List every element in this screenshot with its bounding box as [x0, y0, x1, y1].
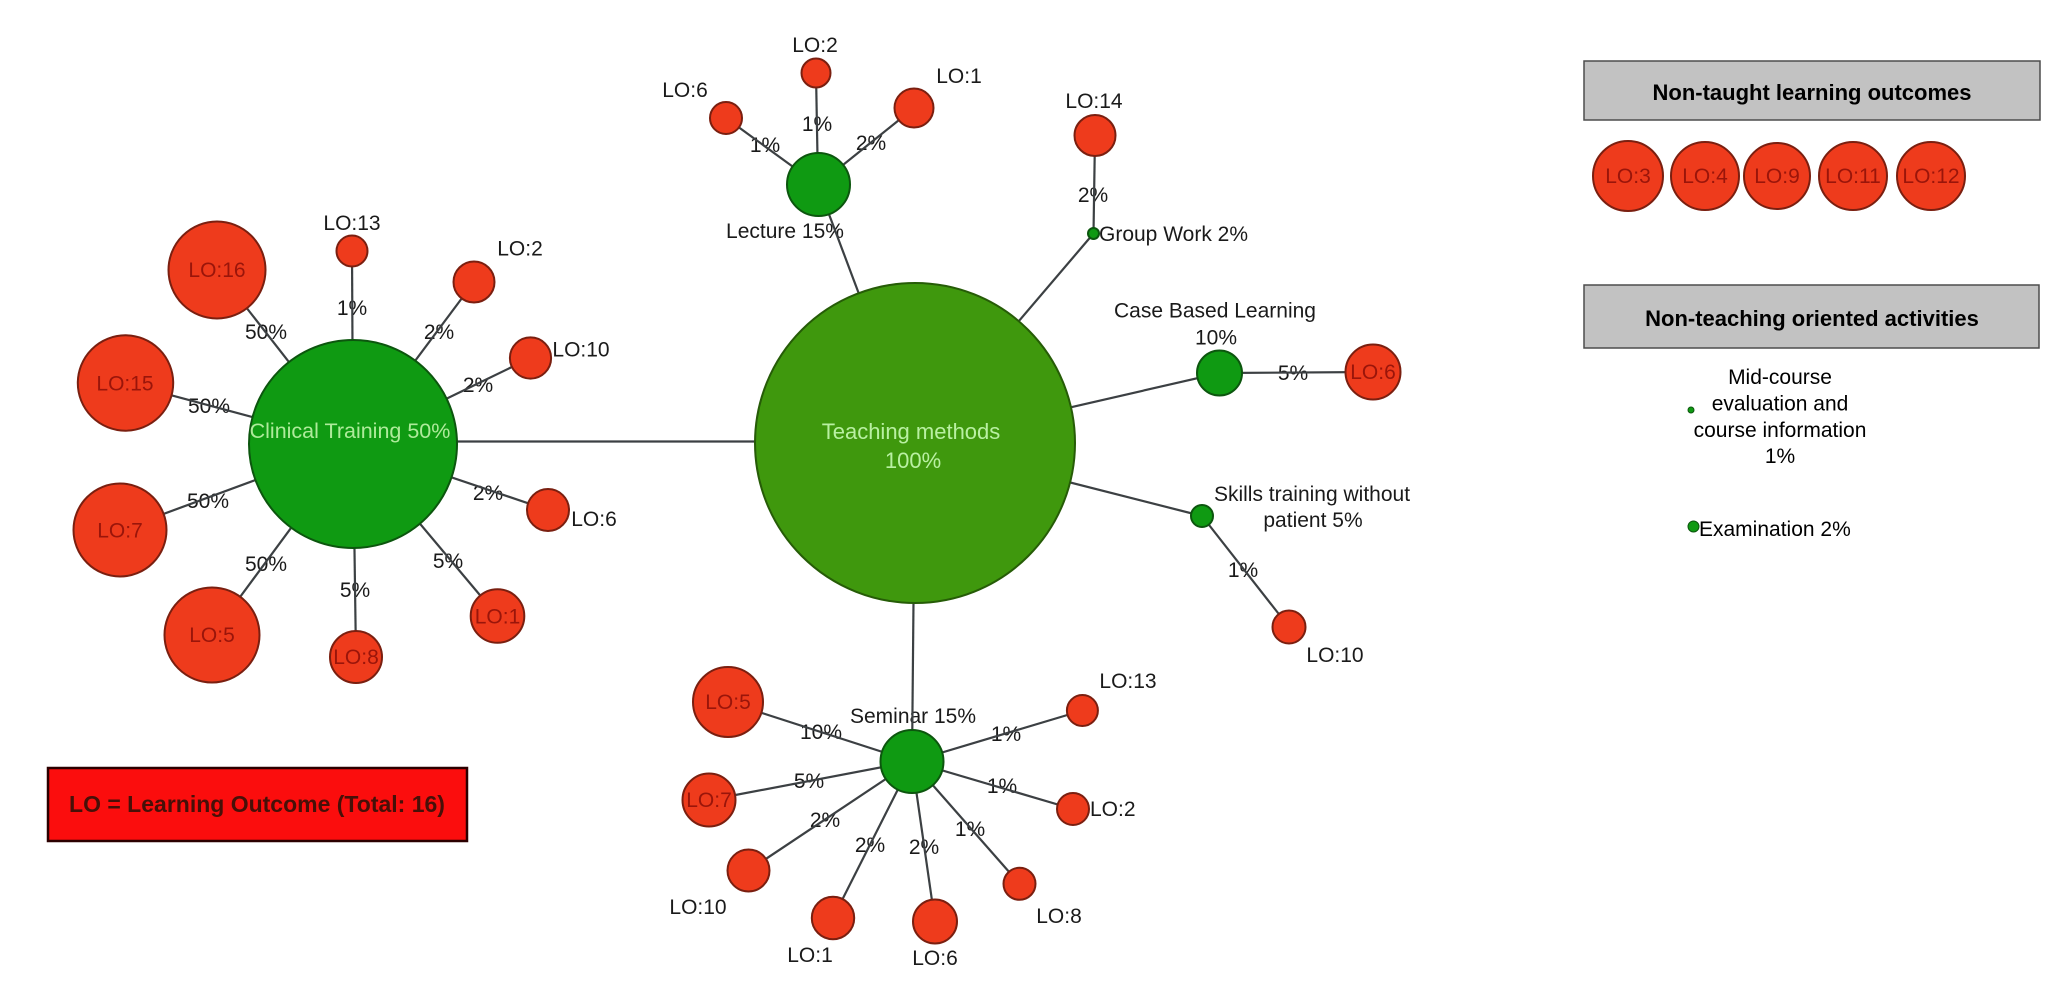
- svg-text:LO:9: LO:9: [1754, 165, 1800, 188]
- svg-text:LO:3: LO:3: [1605, 165, 1651, 188]
- svg-text:evaluation and: evaluation and: [1712, 393, 1849, 416]
- svg-text:50%: 50%: [245, 553, 287, 576]
- svg-text:1%: 1%: [1765, 445, 1795, 468]
- svg-text:Teaching methods: Teaching methods: [822, 419, 1001, 444]
- svg-text:Lecture 15%: Lecture 15%: [726, 220, 844, 243]
- svg-text:LO:10: LO:10: [552, 339, 609, 362]
- svg-text:LO:8: LO:8: [333, 646, 379, 669]
- svg-text:2%: 2%: [424, 321, 454, 344]
- svg-text:LO:8: LO:8: [1036, 905, 1082, 928]
- svg-text:Clinical Training 50%: Clinical Training 50%: [250, 419, 451, 443]
- svg-text:LO:16: LO:16: [188, 259, 245, 282]
- svg-text:LO:13: LO:13: [1099, 670, 1156, 693]
- svg-text:LO:10: LO:10: [1306, 644, 1363, 667]
- svg-text:LO:7: LO:7: [97, 520, 143, 543]
- svg-text:Non-taught learning outcomes: Non-taught learning outcomes: [1653, 80, 1972, 105]
- svg-text:LO:11: LO:11: [1825, 165, 1881, 188]
- svg-text:LO:10: LO:10: [669, 896, 726, 919]
- svg-text:Case Based Learning: Case Based Learning: [1114, 300, 1316, 323]
- svg-text:LO:6: LO:6: [1350, 361, 1396, 384]
- svg-text:50%: 50%: [187, 490, 229, 513]
- svg-text:100%: 100%: [885, 448, 941, 473]
- svg-text:LO:2: LO:2: [1090, 798, 1136, 821]
- svg-text:LO:14: LO:14: [1065, 90, 1123, 113]
- svg-text:LO:1: LO:1: [787, 944, 833, 967]
- svg-text:LO:6: LO:6: [571, 508, 617, 531]
- svg-text:Mid-course: Mid-course: [1728, 366, 1832, 389]
- svg-text:Examination 2%: Examination 2%: [1699, 518, 1851, 541]
- svg-text:Group Work 2%: Group Work 2%: [1099, 223, 1248, 246]
- svg-text:LO:2: LO:2: [792, 34, 838, 57]
- svg-text:LO:5: LO:5: [705, 691, 751, 714]
- svg-text:Non-teaching oriented activiti: Non-teaching oriented activities: [1645, 306, 1979, 331]
- svg-text:LO:2: LO:2: [497, 238, 543, 261]
- svg-text:LO:1: LO:1: [936, 65, 982, 88]
- svg-text:1%: 1%: [955, 818, 985, 841]
- svg-text:LO:12: LO:12: [1902, 165, 1959, 188]
- svg-text:1%: 1%: [987, 775, 1017, 798]
- svg-text:LO:13: LO:13: [323, 212, 380, 235]
- svg-text:LO:6: LO:6: [912, 947, 958, 970]
- svg-text:LO:6: LO:6: [662, 79, 708, 102]
- svg-text:LO:5: LO:5: [189, 624, 235, 647]
- svg-text:LO:4: LO:4: [1682, 165, 1728, 188]
- svg-text:patient 5%: patient 5%: [1263, 509, 1362, 532]
- svg-text:1%: 1%: [1228, 559, 1258, 582]
- svg-text:Skills training without: Skills training without: [1214, 483, 1410, 506]
- svg-text:LO = Learning Outcome (Total:: LO = Learning Outcome (Total: 16): [69, 791, 445, 817]
- svg-text:10%: 10%: [1195, 327, 1237, 350]
- svg-text:LO:15: LO:15: [96, 373, 153, 396]
- svg-text:LO:1: LO:1: [475, 606, 521, 629]
- svg-text:course information: course information: [1694, 419, 1867, 442]
- svg-text:LO:7: LO:7: [686, 789, 732, 812]
